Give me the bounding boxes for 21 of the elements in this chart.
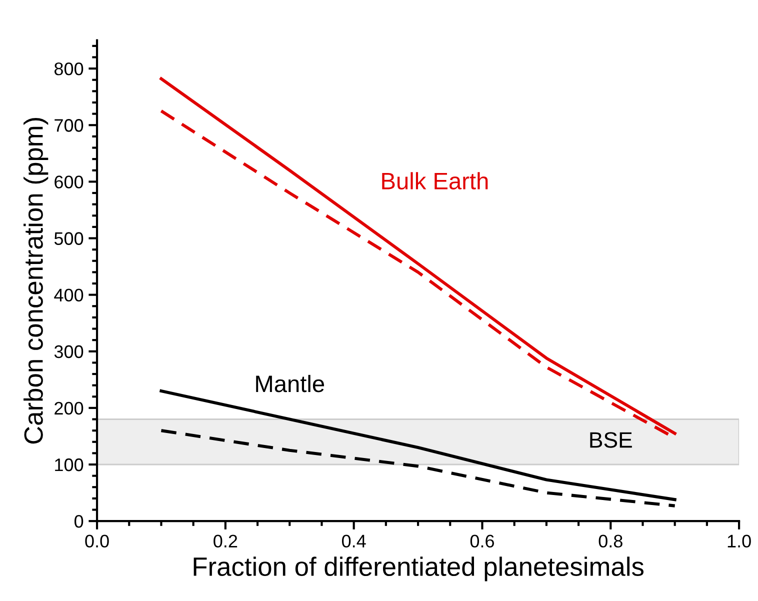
x-tick-label: 0.4 [342, 534, 366, 548]
line-series [160, 429, 676, 508]
x-axis-title: Fraction of differentiated planetesimals [194, 556, 644, 582]
y-tick-label: 0 [74, 515, 84, 528]
x-tick-label: 0.0 [85, 534, 109, 548]
band-label: BSE [590, 432, 632, 448]
series-label: Bulk Earth [382, 172, 488, 190]
y-tick-label: 400 [54, 288, 84, 302]
y-tick-label: 300 [54, 345, 84, 358]
x-tick-label: 0.8 [598, 534, 622, 548]
y-tick-label: 600 [54, 176, 84, 188]
x-tick-label: 0.2 [214, 534, 238, 548]
y-tick-label: 800 [54, 62, 84, 76]
y-tick-label: 100 [55, 458, 84, 472]
y-tick-label: 500 [54, 232, 84, 245]
x-tick-label: 0.6 [470, 534, 494, 548]
x-tick-label: 1.0 [728, 534, 751, 548]
y-axis-title: Carbon concentration (ppm) [24, 118, 48, 444]
series-label: Mantle [256, 374, 324, 392]
y-tick-label: 200 [54, 402, 84, 415]
y-tick-label: 700 [54, 119, 84, 132]
